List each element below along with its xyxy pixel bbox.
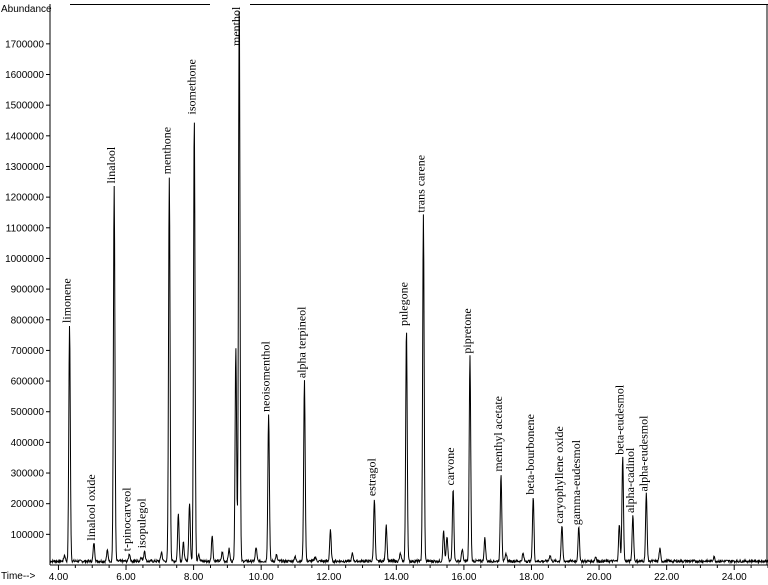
x-tick-label: 12.00 xyxy=(316,572,341,583)
y-tick-label: 1400000 xyxy=(5,131,44,142)
peak-label: beta-eudesmol xyxy=(613,384,627,455)
y-axis-title: Abundance xyxy=(1,4,52,15)
peak-label: estragol xyxy=(364,458,378,497)
y-tick-label: 1600000 xyxy=(5,70,44,81)
y-tick-label: 100000 xyxy=(11,530,45,541)
x-tick-label: 22.00 xyxy=(654,572,679,583)
peak-label: t-pinocarveol xyxy=(119,487,133,552)
peak-label: trans carene xyxy=(413,155,427,213)
y-tick-label: 200000 xyxy=(11,499,45,510)
peak-label: alpha-cadinol xyxy=(623,447,637,513)
y-tick-label: 1200000 xyxy=(5,193,44,204)
x-tick-label: 10.00 xyxy=(249,572,274,583)
peak-label: limonene xyxy=(60,278,74,323)
peak-label: gamma-eudesmol xyxy=(569,439,583,525)
y-tick-label: 1100000 xyxy=(6,223,45,234)
y-tick-label: 1300000 xyxy=(5,162,44,173)
x-tick-label: 6.00 xyxy=(116,572,136,583)
y-tick-label: 300000 xyxy=(11,469,45,480)
peak-label: pipretone xyxy=(460,308,474,353)
peak-label: neoisomenthol xyxy=(259,341,273,412)
x-axis-title: Time--> xyxy=(1,571,36,582)
x-tick-label: 16.00 xyxy=(451,572,476,583)
x-axis-ticks: 4.00 6.00 8.00 10.00 12.00 14.00 16.00 18.00 20.… xyxy=(49,565,768,583)
peak-label: linalool xyxy=(104,146,118,183)
x-tick-label: 18.00 xyxy=(519,572,544,583)
peak-label: alpha-eudesmol xyxy=(636,415,650,492)
peak-label: beta-bourbonene xyxy=(523,414,537,495)
peak-label: carvone xyxy=(443,447,457,485)
y-tick-label: 1000000 xyxy=(5,254,44,265)
x-tick-label: 14.00 xyxy=(384,572,409,583)
peak-label: menthone xyxy=(159,127,173,174)
y-axis-ticks: 100000 200000 300000 400000 500000 600000 7000… xyxy=(5,39,50,541)
y-tick-label: 1700000 xyxy=(5,39,44,50)
peak-labels: limonene linalool oxide linalool t-pinocarv… xyxy=(60,6,651,551)
x-tick-label: 24.00 xyxy=(722,572,747,583)
y-tick-label: 600000 xyxy=(11,377,45,388)
x-tick-label: 20.00 xyxy=(587,572,612,583)
peak-label: pulegone xyxy=(396,282,410,326)
y-tick-label: 900000 xyxy=(11,285,45,296)
peak-label: caryophyllene oxide xyxy=(552,426,566,524)
peak-label: menthyl acetate xyxy=(491,396,505,472)
y-tick-label: 400000 xyxy=(11,438,45,449)
x-tick-label: 4.00 xyxy=(49,572,69,583)
x-tick-label: 8.00 xyxy=(184,572,204,583)
y-tick-label: 500000 xyxy=(11,407,45,418)
y-tick-label: 800000 xyxy=(11,315,45,326)
y-tick-label: 1500000 xyxy=(5,101,44,112)
peak-label: isopulegol xyxy=(135,498,149,549)
peak-label: isomethone xyxy=(184,59,198,114)
peak-label: linalool oxide xyxy=(84,474,98,540)
chromatogram-trace xyxy=(49,11,768,565)
y-tick-label: 700000 xyxy=(11,346,45,357)
peak-label: alpha terpineol xyxy=(294,306,308,378)
peak-label: menthol xyxy=(229,6,243,46)
